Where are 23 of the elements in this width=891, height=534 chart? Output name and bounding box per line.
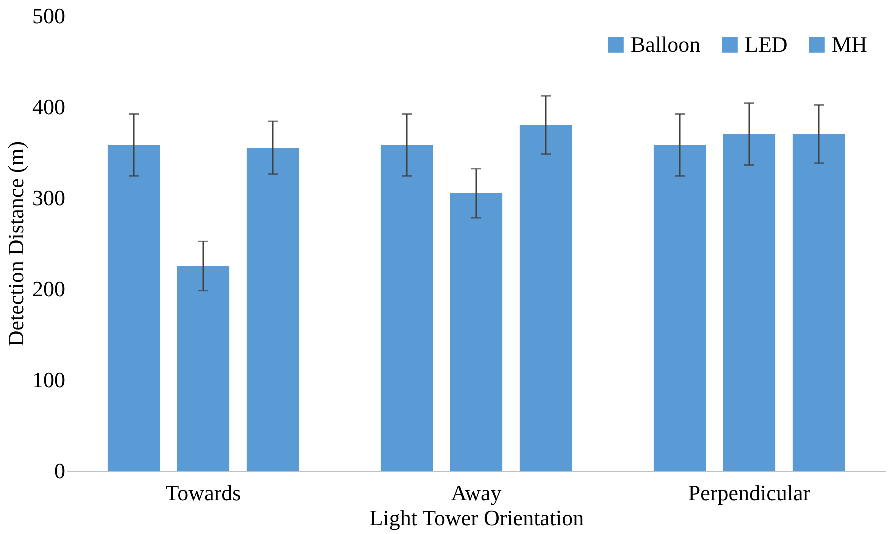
bar [380, 145, 434, 471]
y-axis-title: Detection Distance (m) [4, 141, 28, 347]
x-axis-title: Light Tower Orientation [370, 506, 584, 530]
bar [792, 134, 846, 471]
bar [654, 145, 706, 471]
bar [246, 148, 300, 471]
bar [450, 193, 503, 471]
legend-label: Balloon [631, 32, 701, 57]
y-tick-label: 300 [32, 186, 66, 210]
legend-label: LED [745, 32, 788, 57]
bar [520, 125, 572, 471]
bar [177, 266, 230, 471]
bar [723, 134, 776, 471]
x-tick-label: Away [451, 480, 502, 506]
legend-label: MH [832, 32, 868, 57]
y-tick-label: 200 [32, 276, 66, 302]
x-tick-label: Towards [166, 480, 242, 506]
bar [108, 145, 160, 471]
y-tick-label: 400 [32, 94, 66, 120]
y-tick-label: 500 [32, 4, 66, 28]
y-tick-label: 100 [32, 368, 66, 392]
x-tick-label: Perpendicular [688, 480, 812, 506]
y-tick-label: 0 [54, 458, 66, 484]
